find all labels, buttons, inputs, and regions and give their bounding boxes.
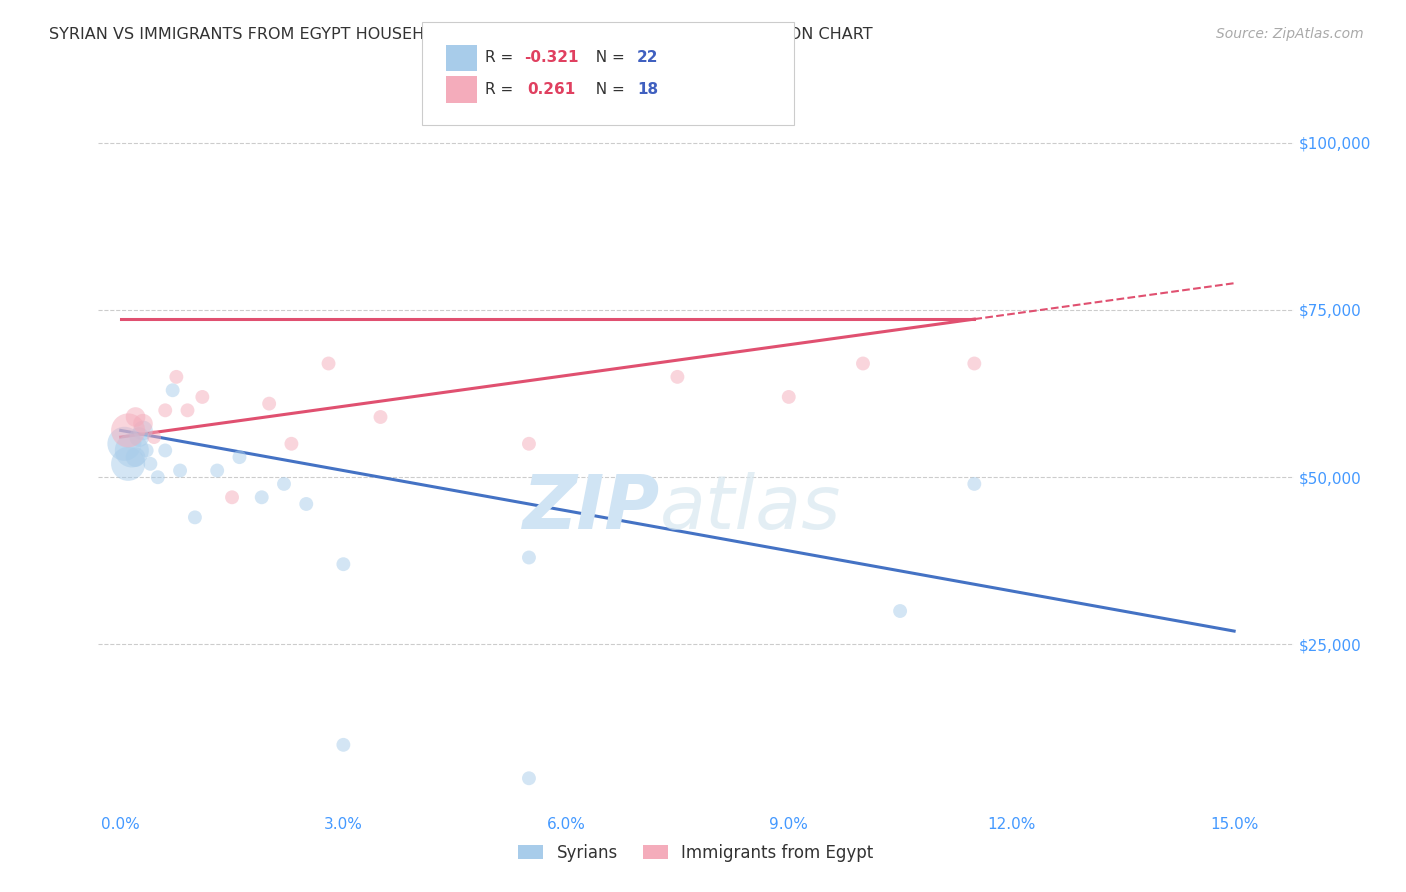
- Point: [124, 450, 146, 464]
- Point: [963, 356, 986, 371]
- Point: [176, 403, 198, 417]
- Point: [117, 424, 139, 438]
- Point: [132, 417, 155, 431]
- Point: [139, 457, 162, 471]
- Point: [132, 424, 155, 438]
- Legend: Syrians, Immigrants from Egypt: Syrians, Immigrants from Egypt: [512, 837, 880, 869]
- Point: [143, 430, 166, 444]
- Point: [162, 384, 184, 398]
- Point: [121, 443, 143, 458]
- Text: 22: 22: [637, 51, 658, 65]
- Point: [778, 390, 800, 404]
- Point: [852, 356, 875, 371]
- Text: Source: ZipAtlas.com: Source: ZipAtlas.com: [1216, 27, 1364, 41]
- Point: [318, 356, 340, 371]
- Text: R =: R =: [485, 51, 519, 65]
- Point: [257, 396, 280, 410]
- Point: [191, 390, 214, 404]
- Text: 18: 18: [637, 82, 658, 96]
- Point: [146, 470, 169, 484]
- Text: 0.261: 0.261: [527, 82, 575, 96]
- Point: [128, 430, 150, 444]
- Point: [517, 771, 540, 786]
- Text: ZIP: ZIP: [523, 472, 661, 545]
- Point: [517, 436, 540, 450]
- Point: [135, 443, 157, 458]
- Point: [517, 550, 540, 565]
- Point: [273, 476, 295, 491]
- Point: [155, 443, 177, 458]
- Point: [165, 369, 187, 384]
- Point: [295, 497, 318, 511]
- Point: [332, 557, 354, 572]
- Point: [280, 436, 302, 450]
- Point: [963, 476, 986, 491]
- Text: SYRIAN VS IMMIGRANTS FROM EGYPT HOUSEHOLDER INCOME UNDER 25 YEARS CORRELATION CH: SYRIAN VS IMMIGRANTS FROM EGYPT HOUSEHOL…: [49, 27, 873, 42]
- Point: [370, 410, 392, 425]
- Point: [228, 450, 250, 464]
- Text: R =: R =: [485, 82, 523, 96]
- Text: N =: N =: [586, 51, 630, 65]
- Point: [666, 369, 689, 384]
- Point: [250, 491, 273, 505]
- Point: [889, 604, 911, 618]
- Text: N =: N =: [586, 82, 630, 96]
- Point: [117, 457, 139, 471]
- Point: [112, 436, 135, 450]
- Text: -0.321: -0.321: [524, 51, 579, 65]
- Point: [332, 738, 354, 752]
- Point: [205, 464, 228, 478]
- Point: [184, 510, 207, 524]
- Point: [124, 410, 146, 425]
- Point: [155, 403, 177, 417]
- Text: atlas: atlas: [661, 472, 842, 544]
- Point: [169, 464, 191, 478]
- Point: [221, 491, 243, 505]
